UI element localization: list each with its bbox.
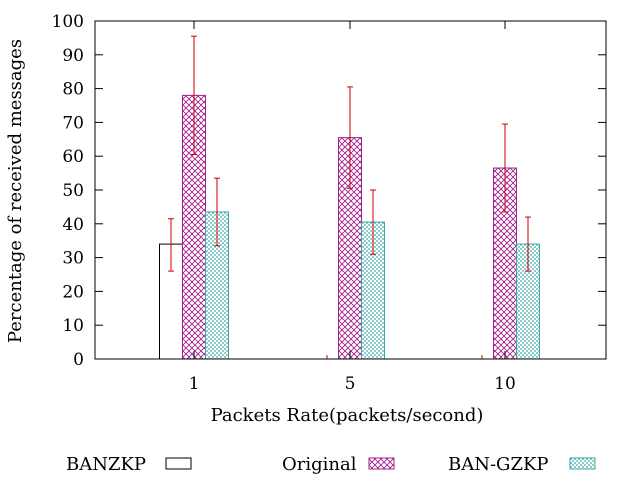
legend: BANZKP Original BAN-GZKP <box>66 454 596 475</box>
y-tick-label: 20 <box>62 282 84 302</box>
x-tick-label: 1 <box>189 374 200 394</box>
y-axis-label: Percentage of received messages <box>5 39 26 343</box>
y-tick-label: 30 <box>62 249 84 269</box>
legend-label: BANZKP <box>66 454 146 475</box>
x-tick-label: 5 <box>345 374 356 394</box>
y-tick-label: 80 <box>62 80 84 100</box>
legend-swatch <box>368 457 395 470</box>
x-tick-label: 10 <box>494 374 516 394</box>
x-axis-ticks: 1 5 10 <box>189 21 516 394</box>
y-tick-label: 0 <box>73 350 84 370</box>
legend-swatch <box>165 457 192 470</box>
x-axis-label: Packets Rate(packets/second) <box>211 405 484 426</box>
y-axis-ticks: 0 10 20 30 40 50 60 70 80 90 100 <box>52 12 606 370</box>
y-tick-label: 40 <box>62 215 84 235</box>
legend-swatch <box>569 457 596 470</box>
y-tick-label: 90 <box>62 46 84 66</box>
y-tick-label: 100 <box>52 12 84 32</box>
legend-label: Original <box>282 454 357 475</box>
y-tick-label: 10 <box>62 316 84 336</box>
y-tick-label: 60 <box>62 147 84 167</box>
error-bars-layer <box>168 35 531 359</box>
y-tick-label: 70 <box>62 113 84 133</box>
bars-layer <box>159 94 540 360</box>
legend-label: BAN-GZKP <box>448 454 549 475</box>
y-tick-label: 50 <box>62 181 84 201</box>
